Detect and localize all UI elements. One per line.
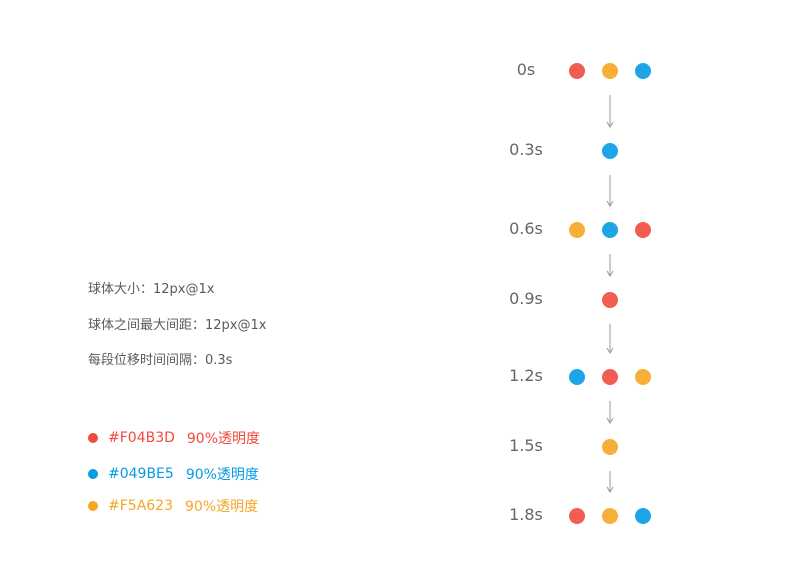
ball-blue xyxy=(635,63,651,79)
spec-segment-interval: 每段位移时间间隔：0.3s xyxy=(88,353,233,368)
ball-red xyxy=(569,63,585,79)
ball-orange xyxy=(635,369,651,385)
legend-dot-orange xyxy=(88,501,98,511)
spec-ball-size: 球体大小：12px@1x xyxy=(88,282,215,297)
legend-dot-red xyxy=(88,433,98,443)
spec-max-spacing: 球体之间最大间距：12px@1x xyxy=(88,318,267,333)
arrow-head xyxy=(606,270,614,277)
legend-opacity-blue: 90%透明度 xyxy=(185,467,259,483)
arrow-head xyxy=(606,200,614,207)
ball-orange xyxy=(569,222,585,238)
ball-red xyxy=(602,292,618,308)
time-label: 0.3s xyxy=(509,140,543,159)
legend-hex-orange: #F5A623 xyxy=(108,498,173,514)
legend-item-blue: #049BE5 90%透明度 xyxy=(88,464,259,484)
arrow-head xyxy=(606,486,614,493)
legend-hex-blue: #049BE5 xyxy=(108,466,174,482)
legend-dot-blue xyxy=(88,469,98,479)
time-label: 0.6s xyxy=(509,219,543,238)
legend-item-orange: #F5A623 90%透明度 xyxy=(88,496,258,516)
time-label: 1.8s xyxy=(509,505,543,524)
time-label: 0.9s xyxy=(509,289,543,308)
time-label: 1.2s xyxy=(509,366,543,385)
time-label: 1.5s xyxy=(509,436,543,455)
arrow-head xyxy=(606,347,614,354)
ball-red xyxy=(635,222,651,238)
legend-hex-red: #F04B3D xyxy=(108,430,175,446)
legend-item-red: #F04B3D 90%透明度 xyxy=(88,428,260,448)
legend-opacity-red: 90%透明度 xyxy=(186,431,261,447)
ball-blue xyxy=(635,508,651,524)
ball-blue xyxy=(602,222,618,238)
ball-blue xyxy=(569,369,585,385)
ball-orange xyxy=(602,508,618,524)
ball-orange xyxy=(602,439,618,455)
arrow-head xyxy=(606,121,614,128)
ball-blue xyxy=(602,143,618,159)
ball-red xyxy=(569,508,585,524)
ball-orange xyxy=(602,63,618,79)
time-label: 0s xyxy=(516,60,536,79)
legend-opacity-orange: 90%透明度 xyxy=(185,499,259,515)
ball-red xyxy=(602,369,618,385)
arrow-head xyxy=(606,417,614,424)
